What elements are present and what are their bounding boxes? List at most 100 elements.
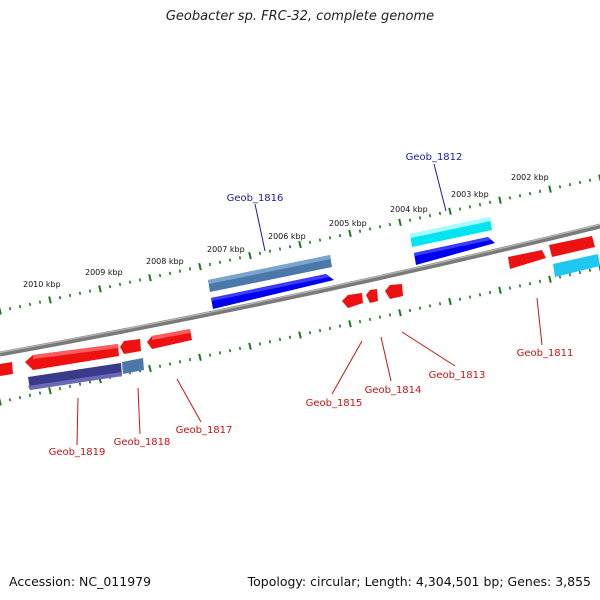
minor-tick	[588, 178, 592, 182]
minor-tick	[478, 202, 482, 207]
minor-tick	[488, 200, 492, 204]
minor-tick	[488, 290, 492, 295]
major-tick	[548, 275, 552, 283]
minor-tick	[58, 296, 62, 300]
minor-tick	[158, 364, 162, 368]
forward-strand-genes	[208, 217, 600, 309]
minor-tick	[438, 302, 442, 306]
minor-tick	[458, 207, 462, 211]
gene-forward-blue-2[interactable]	[414, 237, 495, 265]
minor-tick	[168, 362, 172, 366]
minor-tick	[208, 353, 212, 357]
minor-tick	[238, 346, 242, 351]
minor-tick	[478, 293, 482, 297]
minor-tick	[418, 306, 422, 310]
major-tick	[148, 364, 152, 373]
minor-tick	[188, 357, 192, 362]
minor-tick	[258, 342, 262, 346]
label-geob-1816[interactable]: Geob_1816	[227, 193, 284, 204]
minor-tick	[308, 240, 312, 244]
minor-tick	[308, 331, 312, 335]
gene-forward-blue[interactable]	[211, 274, 334, 309]
major-tick	[198, 262, 202, 271]
minor-tick	[568, 183, 572, 187]
gene-geob-1813[interactable]	[385, 284, 403, 299]
minor-tick	[528, 282, 532, 286]
minor-tick	[538, 189, 542, 193]
minor-tick	[278, 337, 282, 342]
major-tick	[0, 307, 2, 315]
minor-tick	[318, 238, 322, 242]
minor-tick	[268, 249, 272, 253]
gene-red-right[interactable]	[549, 236, 595, 257]
major-tick	[248, 342, 252, 350]
gene-geob-1816-shade	[208, 255, 331, 284]
label-geob-1814[interactable]: Geob_1814	[365, 385, 422, 396]
major-tick	[398, 218, 402, 227]
kbp-label: 2010 kbp	[23, 280, 61, 289]
minor-tick	[288, 335, 292, 339]
gene-geob-1814[interactable]	[366, 289, 378, 303]
label-geob-1812[interactable]: Geob_1812	[406, 152, 463, 163]
label-geob-1817[interactable]: Geob_1817	[176, 425, 233, 436]
major-tick	[48, 296, 52, 304]
major-tick	[498, 196, 502, 204]
minor-tick	[168, 271, 172, 275]
minor-tick	[8, 398, 12, 402]
minor-tick	[358, 229, 362, 233]
minor-tick	[358, 319, 362, 324]
minor-tick	[318, 328, 322, 333]
minor-tick	[68, 384, 72, 388]
minor-tick	[558, 275, 562, 279]
gene-geob-1811[interactable]	[508, 250, 546, 269]
minor-tick	[528, 191, 532, 196]
gene-red-left-edge[interactable]	[0, 362, 13, 376]
major-tick	[348, 320, 352, 328]
minor-tick	[68, 293, 72, 298]
label-geob-1815[interactable]: Geob_1815	[306, 398, 363, 409]
minor-tick	[178, 269, 182, 273]
gene-geob-1817-shade	[152, 329, 190, 340]
gene-forward-blue-shade	[211, 274, 330, 301]
minor-tick	[338, 234, 342, 238]
genome-backbone	[0, 223, 600, 357]
minor-tick	[238, 256, 242, 260]
minor-tick	[428, 214, 432, 218]
gene-geob-1815[interactable]	[342, 293, 363, 308]
gene-cyan-right[interactable]	[553, 254, 600, 277]
minor-tick	[38, 391, 42, 395]
kbp-label: 2007 kbp	[207, 245, 245, 254]
minor-tick	[378, 315, 382, 319]
label-geob-1813[interactable]: Geob_1813	[429, 370, 486, 381]
minor-tick	[518, 284, 522, 288]
reverse-strand-genes	[0, 284, 403, 390]
minor-tick	[108, 285, 112, 289]
kbp-label: 2005 kbp	[329, 219, 367, 228]
minor-tick	[438, 211, 442, 216]
minor-tick	[408, 218, 412, 222]
major-tick	[298, 331, 302, 339]
major-tick	[598, 174, 600, 182]
kbp-label: 2006 kbp	[268, 232, 306, 241]
callout-lines	[76, 163, 543, 446]
major-tick	[248, 251, 252, 260]
label-geob-1819[interactable]: Geob_1819	[49, 447, 106, 458]
major-tick	[198, 353, 202, 361]
label-geob-1811[interactable]: Geob_1811	[517, 348, 574, 359]
kbp-label: 2003 kbp	[451, 190, 489, 199]
label-geob-1818[interactable]: Geob_1818	[114, 437, 171, 448]
minor-tick	[428, 304, 432, 308]
minor-tick	[88, 289, 92, 293]
minor-tick	[18, 304, 22, 309]
minor-tick	[558, 185, 562, 189]
genome-backbone-highlight	[0, 223, 600, 354]
gene-red-small[interactable]	[120, 339, 141, 354]
gene-geob-1818[interactable]	[122, 358, 144, 374]
minor-tick	[368, 227, 372, 231]
minor-tick	[578, 270, 582, 275]
minor-tick	[468, 205, 472, 209]
minor-tick	[288, 245, 292, 249]
minor-tick	[378, 225, 382, 229]
minor-tick	[208, 262, 212, 267]
